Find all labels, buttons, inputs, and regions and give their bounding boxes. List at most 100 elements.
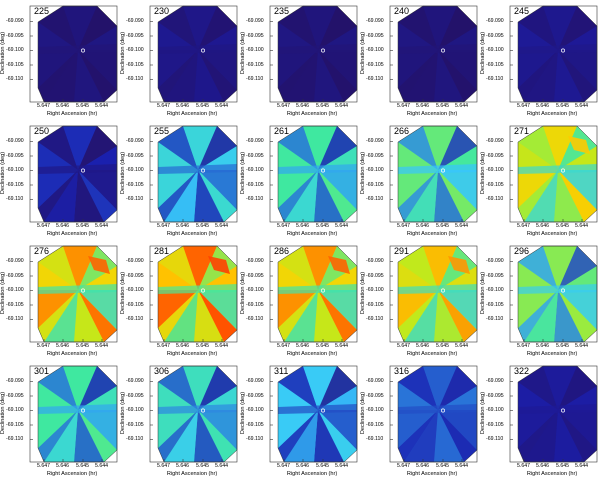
y-tick-label: -69.105 — [486, 421, 504, 428]
map-facet — [438, 410, 477, 462]
x-tick-label: 5.646 — [296, 463, 309, 469]
target-marker — [321, 48, 325, 53]
map-panel-276: Declination (deg) -69.090 -69.095 -69.100 -6… — [0, 240, 120, 360]
y-tick-label: -69.105 — [126, 181, 144, 188]
intensity-map — [278, 6, 357, 102]
axes-frame — [269, 245, 358, 343]
map-hotspot — [328, 256, 350, 274]
x-axis-label: Right Ascension (hr) — [526, 231, 578, 237]
axes-frame — [149, 245, 238, 343]
map-band — [158, 404, 237, 414]
map-panel-230: Declination (deg) -69.090 -69.095 -69.100 -6… — [120, 0, 240, 120]
axes-frame — [29, 365, 118, 463]
map-facet — [518, 50, 558, 102]
map-facet — [518, 410, 558, 448]
y-tick-label: -69.090 — [126, 258, 144, 265]
map-facet — [78, 410, 117, 462]
y-tick-label: -69.100 — [486, 407, 504, 414]
target-marker — [561, 48, 565, 53]
axes-frame — [149, 365, 238, 463]
axes-frame — [269, 125, 358, 223]
x-tick-label: 5.645 — [196, 223, 209, 229]
map-facet — [38, 246, 78, 290]
axes-frame — [29, 245, 118, 343]
panel-number: 322 — [514, 366, 530, 376]
x-axis-label: Right Ascension (hr) — [526, 351, 578, 357]
y-tick-label: -69.100 — [366, 47, 384, 54]
panel-number: 306 — [154, 366, 170, 376]
intensity-map — [518, 366, 597, 462]
x-tick-label: 5.647 — [37, 343, 50, 349]
map-facet — [438, 366, 477, 410]
map-facet — [438, 386, 477, 410]
map-facet — [158, 126, 198, 170]
y-tick-label: -69.095 — [486, 272, 504, 279]
intensity-map — [158, 366, 237, 462]
y-tick-label: -69.105 — [366, 181, 384, 188]
x-tick-label: 5.644 — [335, 463, 348, 469]
map-facet — [63, 6, 97, 50]
x-tick-label: 5.644 — [215, 343, 228, 349]
y-tick-label: -69.105 — [6, 181, 24, 188]
map-facet — [518, 126, 558, 170]
map-facet — [518, 366, 558, 410]
x-axis-label: Right Ascension (hr) — [406, 351, 458, 357]
x-tick-label: 5.644 — [575, 463, 588, 469]
map-band — [398, 404, 477, 414]
target-marker — [441, 48, 445, 53]
map-band — [158, 164, 237, 174]
y-tick-label: -69.095 — [6, 152, 24, 159]
x-tick-label: 5.647 — [277, 223, 290, 229]
panel-number: 250 — [34, 126, 50, 136]
x-tick-label: 5.644 — [575, 223, 588, 229]
map-facet — [314, 410, 344, 462]
map-facet — [38, 50, 78, 102]
y-tick-label: -69.105 — [486, 61, 504, 68]
map-facet — [398, 366, 438, 410]
x-tick-label: 5.645 — [76, 223, 89, 229]
axes-frame — [29, 125, 118, 223]
target-marker — [81, 48, 85, 53]
panel-number: 311 — [274, 366, 289, 376]
map-panel-plot — [389, 5, 478, 103]
x-tick-label: 5.645 — [436, 463, 449, 469]
x-tick-label: 5.645 — [316, 343, 329, 349]
panel-number: 271 — [514, 126, 530, 136]
panel-number: 245 — [514, 6, 530, 16]
y-tick-label: -69.090 — [126, 138, 144, 145]
target-marker — [561, 168, 565, 173]
panel-number: 235 — [274, 6, 290, 16]
x-axis-label: Right Ascension (hr) — [46, 231, 98, 237]
map-hotspot — [568, 136, 590, 154]
intensity-map — [158, 6, 237, 102]
axes-frame — [389, 245, 478, 343]
y-tick-label: -69.090 — [126, 378, 144, 385]
axes-frame — [509, 365, 598, 463]
x-tick-label: 5.645 — [556, 103, 569, 109]
y-tick-label: -69.095 — [6, 272, 24, 279]
map-facet — [438, 170, 477, 222]
x-tick-label: 5.647 — [517, 223, 530, 229]
map-facet — [518, 410, 558, 462]
map-facet — [558, 290, 597, 342]
x-tick-label: 5.644 — [335, 223, 348, 229]
map-panel-306: Declination (deg) -69.090 -69.095 -69.100 -6… — [120, 360, 240, 480]
map-facet — [78, 146, 117, 170]
map-facet — [158, 246, 198, 290]
map-panel-plot — [389, 365, 478, 463]
target-marker — [441, 168, 445, 173]
map-facet — [158, 170, 198, 222]
x-tick-label: 5.644 — [575, 343, 588, 349]
map-panel-235: Declination (deg) -69.090 -69.095 -69.100 -6… — [240, 0, 360, 120]
map-facet — [198, 290, 237, 342]
y-tick-label: -69.105 — [366, 301, 384, 308]
x-tick-label: 5.647 — [397, 463, 410, 469]
map-facet — [558, 266, 597, 290]
map-facet — [78, 50, 117, 102]
intensity-map — [278, 246, 357, 342]
map-facet — [198, 26, 237, 50]
map-facet — [194, 170, 224, 222]
x-tick-label: 5.645 — [76, 343, 89, 349]
map-facet — [518, 170, 558, 222]
